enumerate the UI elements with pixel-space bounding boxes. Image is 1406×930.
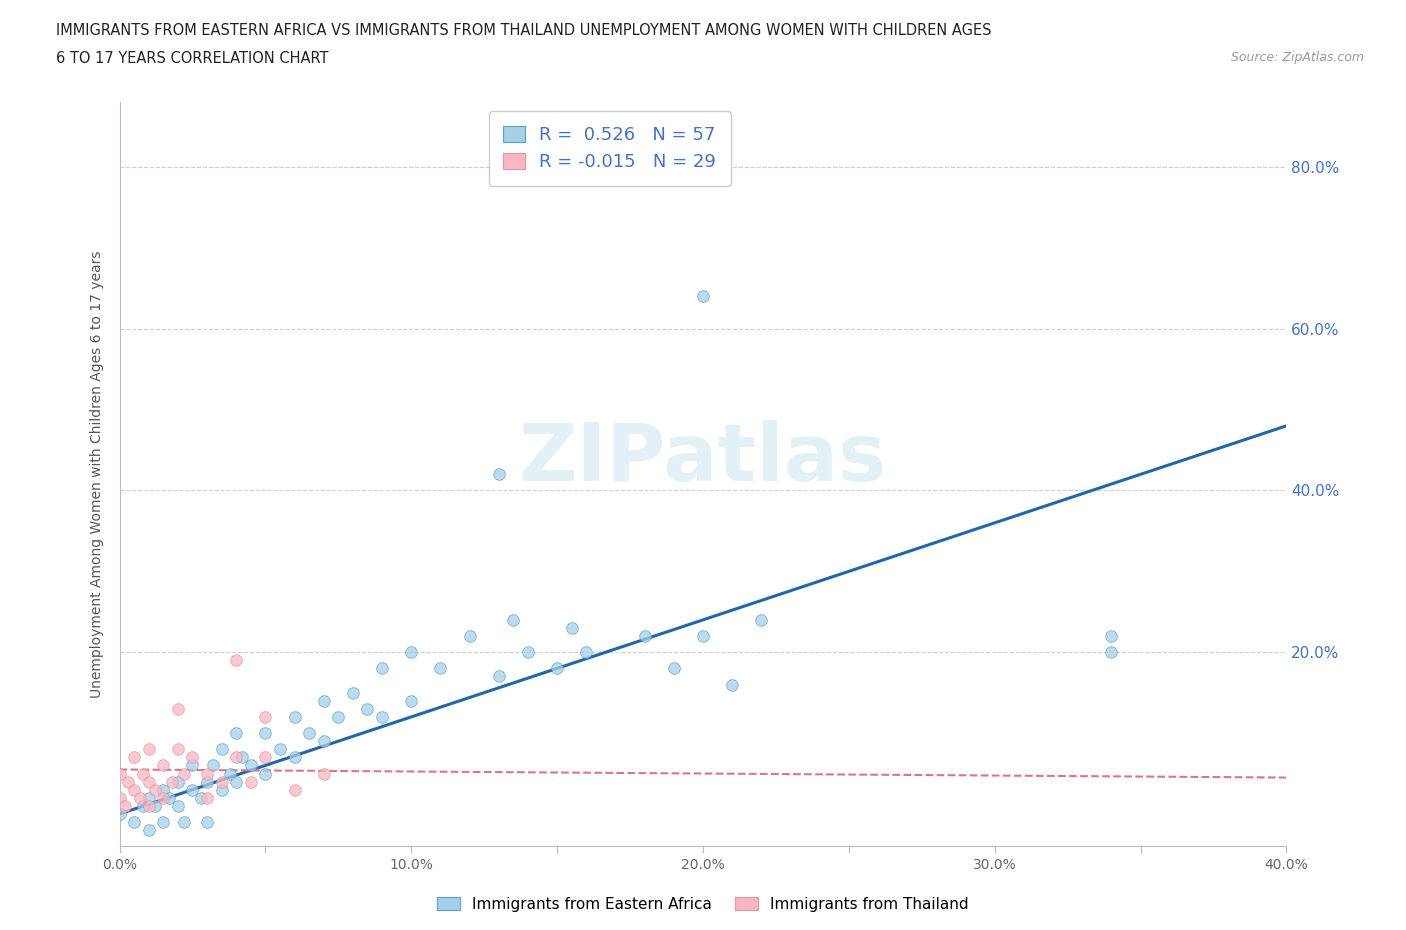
Point [371,661,394,676]
Point [312,766,335,781]
Point [143,782,166,797]
Point [312,693,335,708]
Point [225,750,247,764]
Point [181,782,204,797]
Legend: Immigrants from Eastern Africa, Immigrants from Thailand: Immigrants from Eastern Africa, Immigran… [432,890,974,918]
Point [328,710,350,724]
Point [692,629,714,644]
Point [225,725,247,740]
Point [108,806,131,821]
Point [662,661,685,676]
Point [356,701,378,716]
Point [108,766,131,781]
Text: ZIPatlas: ZIPatlas [519,420,887,498]
Point [211,782,233,797]
Legend: R =  0.526   N = 57, R = -0.015   N = 29: R = 0.526 N = 57, R = -0.015 N = 29 [489,112,731,186]
Point [195,766,218,781]
Point [129,790,152,805]
Point [195,774,218,789]
Point [152,782,174,797]
Text: Source: ZipAtlas.com: Source: ZipAtlas.com [1230,51,1364,64]
Point [254,725,277,740]
Point [166,742,188,757]
Point [429,661,451,676]
Point [1099,644,1122,659]
Point [138,742,160,757]
Point [721,677,744,692]
Point [749,613,772,628]
Point [152,790,174,805]
Point [231,750,253,764]
Point [122,782,145,797]
Point [190,790,212,805]
Point [692,289,714,304]
Point [502,613,524,628]
Point [132,799,155,814]
Point [561,620,583,635]
Point [152,815,174,830]
Point [488,669,510,684]
Point [195,790,218,805]
Point [166,799,188,814]
Point [143,799,166,814]
Point [342,685,364,700]
Point [283,710,307,724]
Point [239,758,262,773]
Point [181,758,204,773]
Point [1099,629,1122,644]
Point [152,758,174,773]
Point [298,725,321,740]
Y-axis label: Unemployment Among Women with Children Ages 6 to 17 years: Unemployment Among Women with Children A… [90,250,104,698]
Point [201,758,224,773]
Point [122,815,145,830]
Point [399,693,422,708]
Point [254,766,277,781]
Point [225,653,247,668]
Point [312,734,335,749]
Point [138,799,160,814]
Point [458,629,481,644]
Point [122,750,145,764]
Point [181,750,204,764]
Point [173,815,195,830]
Point [166,774,188,789]
Point [633,629,655,644]
Point [157,790,180,805]
Point [108,790,131,805]
Text: 6 TO 17 YEARS CORRELATION CHART: 6 TO 17 YEARS CORRELATION CHART [56,51,329,66]
Point [399,644,422,659]
Point [517,644,540,659]
Point [138,790,160,805]
Point [371,710,394,724]
Point [173,766,195,781]
Point [488,467,510,482]
Point [132,766,155,781]
Point [254,750,277,764]
Point [166,701,188,716]
Point [575,644,598,659]
Point [225,774,247,789]
Point [254,710,277,724]
Point [283,750,307,764]
Point [239,774,262,789]
Point [211,774,233,789]
Point [138,823,160,838]
Point [211,742,233,757]
Point [546,661,568,676]
Text: IMMIGRANTS FROM EASTERN AFRICA VS IMMIGRANTS FROM THAILAND UNEMPLOYMENT AMONG WO: IMMIGRANTS FROM EASTERN AFRICA VS IMMIGR… [56,23,991,38]
Point [160,774,183,789]
Point [269,742,291,757]
Point [117,774,139,789]
Point [219,766,242,781]
Point [195,815,218,830]
Point [283,782,307,797]
Point [138,774,160,789]
Point [114,799,136,814]
